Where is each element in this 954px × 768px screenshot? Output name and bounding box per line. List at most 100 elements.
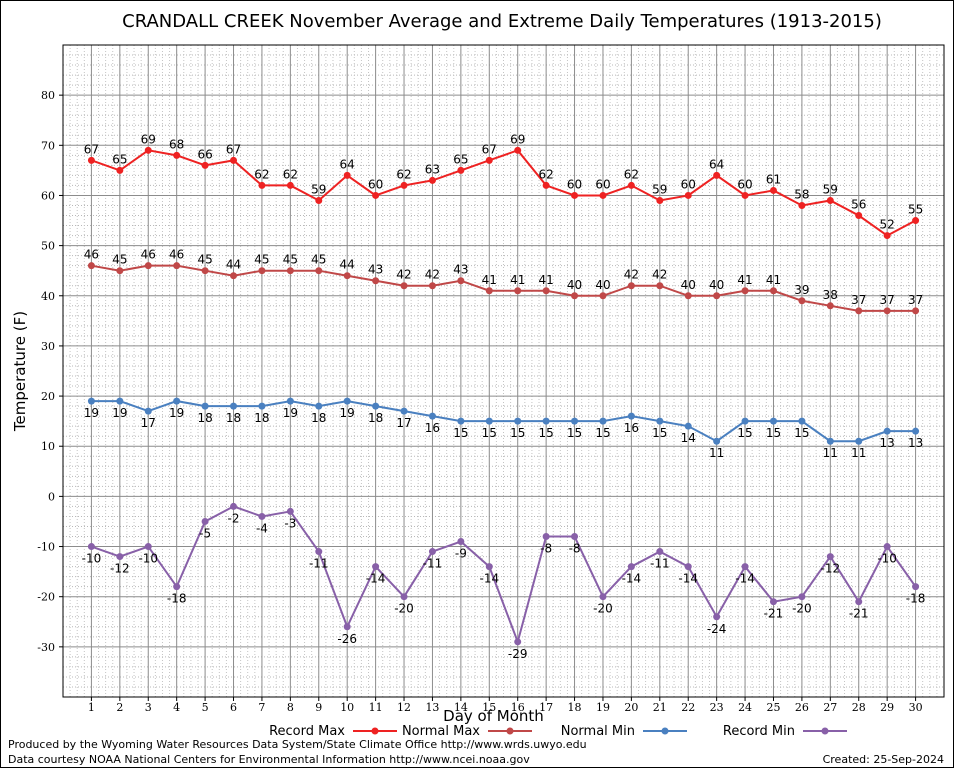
x-tick-label: 18 — [568, 701, 582, 714]
footer-produced-by: Produced by the Wyoming Water Resources … — [8, 738, 587, 751]
data-label: -20 — [394, 602, 414, 616]
x-tick-label: 6 — [230, 701, 237, 714]
data-label: 62 — [538, 167, 553, 181]
data-label: 40 — [595, 278, 610, 292]
data-label: -24 — [707, 622, 727, 636]
data-point — [656, 548, 664, 556]
data-point — [883, 307, 891, 315]
x-tick-label: 2 — [116, 701, 123, 714]
data-label: 15 — [510, 426, 525, 440]
data-point — [457, 417, 465, 425]
data-label: 18 — [311, 411, 326, 425]
data-label: 62 — [254, 167, 269, 181]
data-label: 42 — [624, 268, 639, 282]
legend-label: Normal Min — [561, 724, 635, 739]
x-tick-label: 25 — [766, 701, 780, 714]
x-tick-label: 21 — [653, 701, 667, 714]
data-point — [87, 397, 95, 405]
data-label: 15 — [453, 426, 468, 440]
data-point — [769, 186, 777, 194]
data-label: 40 — [681, 278, 696, 292]
data-point — [627, 412, 635, 420]
data-point — [571, 417, 579, 425]
data-label: 18 — [197, 411, 212, 425]
data-label: -29 — [508, 647, 528, 661]
data-point — [769, 417, 777, 425]
data-point — [457, 277, 465, 285]
data-point — [457, 538, 465, 546]
x-tick-label: 1 — [88, 701, 95, 714]
data-point — [343, 623, 351, 631]
data-label: 52 — [880, 218, 895, 232]
data-label: -14 — [366, 572, 386, 586]
data-label: 69 — [510, 132, 525, 146]
data-point — [826, 437, 834, 445]
data-label: 60 — [595, 177, 610, 191]
data-label: 67 — [482, 142, 497, 156]
data-label: -20 — [792, 602, 812, 616]
data-point — [656, 282, 664, 290]
y-tick-label: -20 — [37, 591, 55, 604]
legend-label: Normal Max — [402, 724, 480, 739]
y-tick-label: -30 — [37, 641, 55, 654]
data-point — [428, 282, 436, 290]
x-tick-label: 14 — [454, 701, 468, 714]
x-tick-label: 27 — [823, 701, 837, 714]
x-tick-label: 20 — [624, 701, 638, 714]
data-point — [315, 402, 323, 410]
data-label: 15 — [652, 426, 667, 440]
data-point — [514, 287, 522, 295]
data-point — [400, 282, 408, 290]
y-axis: -30 -20 -10 0 10 20 30 40 50 60 70 80 — [37, 89, 63, 654]
data-point — [457, 166, 465, 174]
y-tick-label: 60 — [41, 189, 55, 202]
grid-layer — [62, 44, 945, 698]
data-point — [372, 191, 380, 199]
data-point — [87, 543, 95, 551]
data-label: 60 — [368, 177, 383, 191]
data-label: 59 — [311, 182, 326, 196]
y-tick-label: 40 — [41, 290, 55, 303]
data-label: -26 — [337, 632, 357, 646]
data-label: -14 — [735, 572, 755, 586]
data-label: -14 — [479, 572, 499, 586]
data-label: 44 — [226, 258, 241, 272]
data-point — [201, 161, 209, 169]
data-point — [713, 613, 721, 621]
x-tick-label: 22 — [681, 701, 695, 714]
legend-marker — [506, 727, 514, 735]
y-tick-label: 50 — [41, 240, 55, 253]
data-label: -2 — [228, 511, 240, 525]
data-label: 13 — [880, 436, 895, 450]
data-point — [713, 171, 721, 179]
data-point — [144, 262, 152, 270]
data-label: -10 — [82, 552, 102, 566]
legend-label: Record Max — [269, 724, 345, 739]
data-point — [599, 417, 607, 425]
data-point — [798, 593, 806, 601]
data-point — [514, 146, 522, 154]
data-label: 59 — [652, 182, 667, 196]
data-label: 38 — [823, 288, 838, 302]
series-record-max: 67 65 69 68 66 67 62 62 59 64 60 62 63 65 67 69 62 60 60 62… — [84, 132, 923, 240]
data-label: -11 — [423, 557, 443, 571]
series-normal-max: 46 45 46 46 45 44 45 45 45 44 43 42 42 43 41 41 41 40 40 42… — [84, 248, 923, 315]
data-label: -21 — [849, 607, 869, 621]
data-point — [116, 397, 124, 405]
data-point — [372, 402, 380, 410]
data-label: 45 — [283, 253, 298, 267]
data-point — [144, 543, 152, 551]
footer-data-courtesy: Data courtesy NOAA National Centers for … — [8, 753, 530, 766]
data-label: 37 — [908, 293, 923, 307]
data-label: -12 — [110, 562, 130, 576]
data-label: 62 — [396, 167, 411, 181]
data-label: 43 — [453, 263, 468, 277]
x-tick-label: 15 — [482, 701, 496, 714]
data-point — [713, 437, 721, 445]
x-tick-label: 23 — [710, 701, 724, 714]
x-tick-label: 17 — [539, 701, 553, 714]
data-point — [599, 191, 607, 199]
x-tick-label: 11 — [369, 701, 383, 714]
data-point — [400, 181, 408, 189]
